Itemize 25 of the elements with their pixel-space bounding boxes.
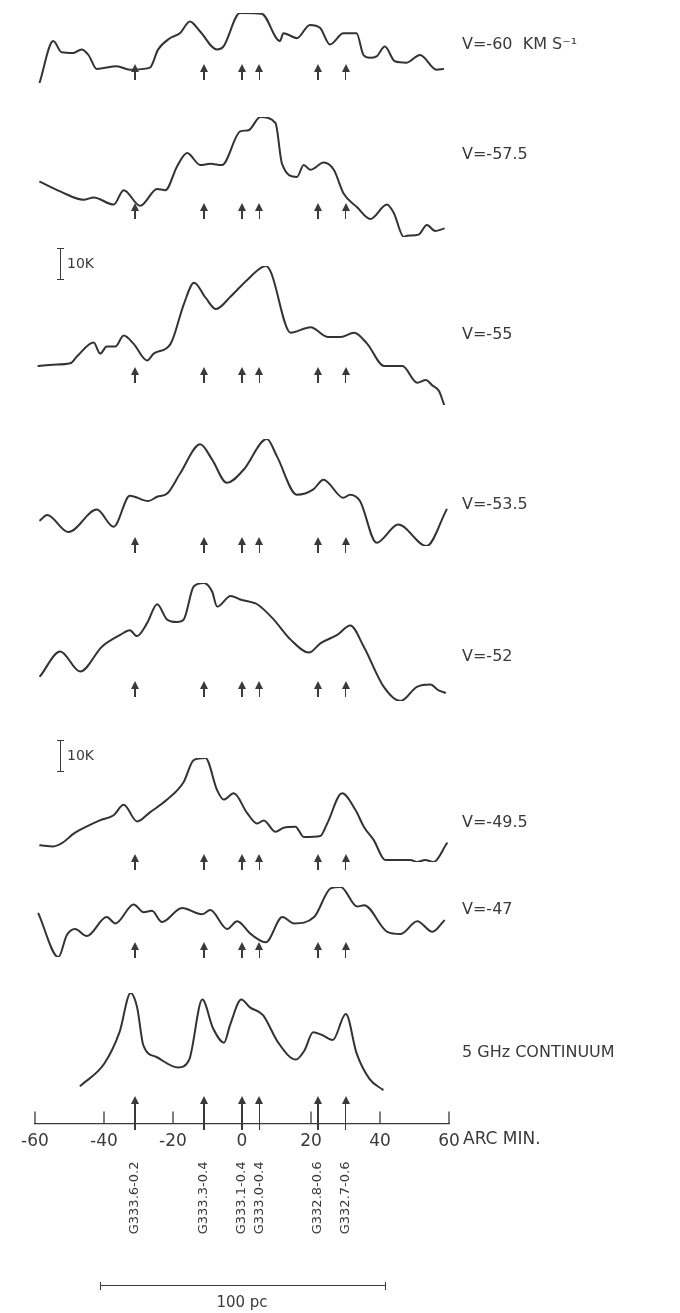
text: G333.1-0.4 xyxy=(233,1161,249,1235)
text: V=-53.5 xyxy=(462,494,528,514)
x-tick-label: -40 xyxy=(90,1130,118,1151)
x-tick-label: -60 xyxy=(21,1130,49,1151)
text: 5 GHz CONTINUUM xyxy=(462,1042,615,1062)
x-tick-label: 20 xyxy=(300,1130,322,1151)
text: V=-55 xyxy=(462,324,513,344)
text: G333.0-0.4 xyxy=(250,1161,266,1235)
x-axis-title: ARC MIN. xyxy=(463,1127,541,1148)
text: G333.3-0.4 xyxy=(195,1161,211,1235)
text: G332.8-0.6 xyxy=(309,1161,325,1235)
text: V=-57.5 xyxy=(462,144,528,164)
x-tick-label: 40 xyxy=(369,1130,391,1151)
text: 100 pc xyxy=(215,1293,269,1311)
text: G333.6-0.2 xyxy=(126,1161,142,1235)
text: V=-52 xyxy=(462,646,513,666)
x-tick-label: -20 xyxy=(159,1130,187,1151)
text: V=-47 xyxy=(462,899,513,919)
text: V=-60 KM S⁻¹ xyxy=(462,34,578,54)
annotation: 10K xyxy=(67,747,94,763)
text: G332.7-0.6 xyxy=(336,1161,352,1235)
x-tick-label: 0 xyxy=(236,1130,248,1151)
text: V=-49.5 xyxy=(462,812,528,832)
annotation: 10K xyxy=(67,255,94,271)
x-tick-label: 60 xyxy=(438,1130,460,1151)
